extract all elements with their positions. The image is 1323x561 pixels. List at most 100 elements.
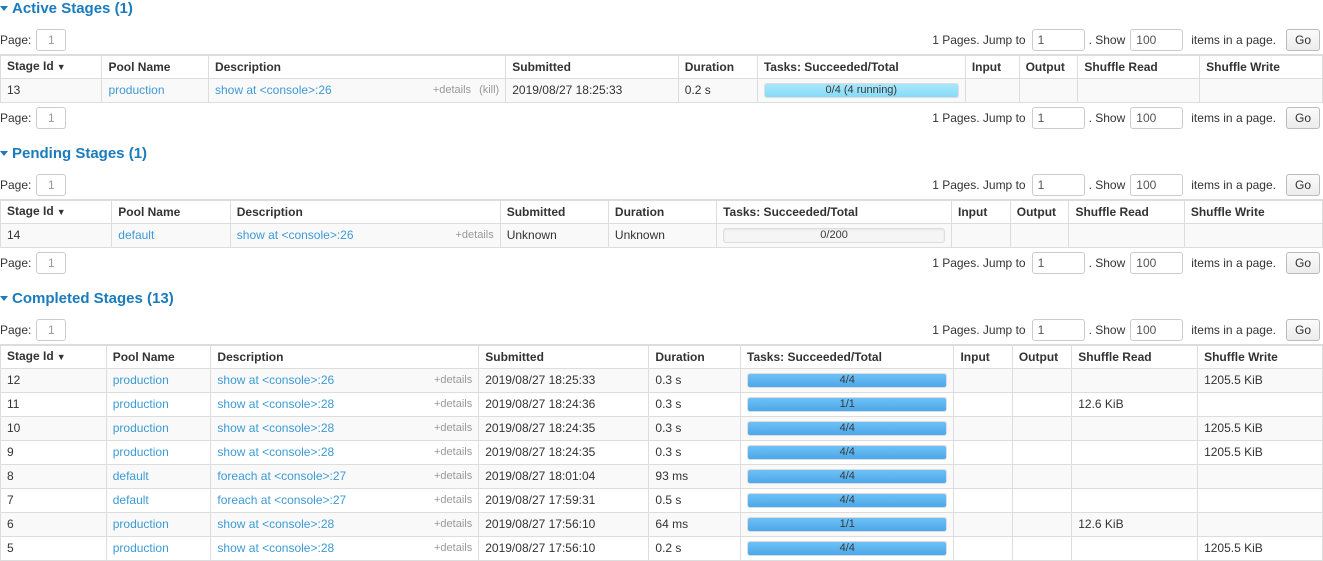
stage-description-link[interactable]: show at <console>:26 [214,83,332,97]
column-header-description[interactable]: Description [207,54,507,79]
section-header-completed[interactable]: Completed Stages (13) [0,290,1323,307]
column-header-pool-name[interactable]: Pool Name [111,199,231,224]
column-header-output[interactable]: Output [1011,344,1073,369]
column-header-duration[interactable]: Duration [648,344,741,369]
details-toggle[interactable]: +details [455,229,494,241]
details-toggle[interactable]: +details [434,374,473,386]
column-header-output[interactable]: Output [1018,54,1079,79]
go-button[interactable]: Go [1285,173,1320,196]
pool-link[interactable]: production [112,541,169,555]
column-header-stage-id[interactable]: Stage Id ▼ [0,199,113,224]
column-header-description[interactable]: Description [210,344,480,369]
column-header-duration[interactable]: Duration [677,54,758,79]
pagination-left: Page: [0,103,67,132]
details-toggle[interactable]: +details [434,494,473,506]
cell-description: show at <console>:28 +details [210,416,480,441]
stage-description-link[interactable]: show at <console>:28 [217,541,335,555]
stage-description-link[interactable]: foreach at <console>:27 [217,469,347,483]
pool-link[interactable]: production [112,421,169,435]
pool-link[interactable]: production [112,517,169,531]
page-input[interactable] [36,251,67,274]
stage-description-link[interactable]: show at <console>:28 [217,421,335,435]
pagination-left: Page: [0,170,67,199]
column-header-output[interactable]: Output [1009,199,1070,224]
column-header-tasks-succeeded-total[interactable]: Tasks: Succeeded/Total [739,344,955,369]
cell-pool-name: production [105,416,212,441]
column-header-stage-id[interactable]: Stage Id ▼ [0,344,107,369]
pool-link[interactable]: production [112,445,169,459]
page-input[interactable] [36,318,67,341]
section-header-pending[interactable]: Pending Stages (1) [0,145,1323,162]
items-per-page-label: items in a page. [1191,110,1276,125]
go-button[interactable]: Go [1285,251,1320,274]
page-input[interactable] [36,173,67,196]
page-size-input[interactable] [1130,28,1184,51]
jump-to-input[interactable] [1031,251,1085,274]
jump-to-input[interactable] [1031,173,1085,196]
pool-link[interactable]: default [112,493,149,507]
pool-link[interactable]: default [112,469,149,483]
go-button[interactable]: Go [1285,318,1320,341]
pagination-bar-active-top: Page: 1 Pages. Jump to . Show items in a pa… [0,25,1323,54]
go-button[interactable]: Go [1285,28,1320,51]
section-header-active[interactable]: Active Stages (1) [0,0,1323,17]
cell-shuffle-write [1197,488,1323,513]
column-header-input[interactable]: Input [964,54,1020,79]
pagination-bar-completed-top: Page: 1 Pages. Jump to . Show items in a pa… [0,315,1323,344]
details-toggle[interactable]: +details [434,470,473,482]
cell-duration: 0.3 s [648,416,741,441]
go-button[interactable]: Go [1285,106,1320,129]
stage-description-link[interactable]: show at <console>:28 [217,517,335,531]
column-header-pool-name[interactable]: Pool Name [101,54,209,79]
column-header-tasks-succeeded-total[interactable]: Tasks: Succeeded/Total [756,54,966,79]
show-label: . Show [1088,255,1126,270]
column-header-input[interactable]: Input [953,344,1013,369]
column-header-description[interactable]: Description [229,199,501,224]
cell-tasks: 4/4 [739,440,955,465]
stage-description-link[interactable]: show at <console>:28 [217,397,335,411]
details-toggle[interactable]: +details [434,422,473,434]
stage-description-link[interactable]: show at <console>:28 [217,445,335,459]
pool-link[interactable]: production [112,373,169,387]
column-header-stage-id[interactable]: Stage Id ▼ [0,54,103,79]
details-toggle[interactable]: +details [434,518,473,530]
task-progress-fill [748,398,947,411]
column-header-submitted[interactable]: Submitted [505,54,679,79]
task-progress-label: 1/1 [839,398,855,410]
column-header-tasks-succeeded-total[interactable]: Tasks: Succeeded/Total [716,199,953,224]
pool-link[interactable]: production [112,397,169,411]
column-header-shuffle-read[interactable]: Shuffle Read [1077,54,1201,79]
column-header-submitted[interactable]: Submitted [499,199,609,224]
kill-link[interactable]: (kill) [479,84,500,96]
column-header-shuffle-write[interactable]: Shuffle Write [1199,54,1323,79]
jump-to-input[interactable] [1031,318,1085,341]
jump-to-input[interactable] [1031,28,1085,51]
column-header-shuffle-read[interactable]: Shuffle Read [1068,199,1185,224]
page-size-input[interactable] [1130,106,1184,129]
page-input[interactable] [36,28,67,51]
cell-shuffle-read: 12.6 KiB [1071,512,1199,537]
details-toggle[interactable]: +details [432,84,472,96]
jump-to-input[interactable] [1031,106,1085,129]
column-header-duration[interactable]: Duration [607,199,718,224]
column-header-input[interactable]: Input [951,199,1011,224]
column-header-shuffle-read[interactable]: Shuffle Read [1071,344,1199,369]
cell-submitted: 2019/08/27 18:01:04 [478,464,650,489]
details-toggle[interactable]: +details [434,542,473,554]
column-header-shuffle-write[interactable]: Shuffle Write [1183,199,1323,224]
details-toggle[interactable]: +details [434,398,473,410]
page-size-input[interactable] [1130,251,1184,274]
stage-description-link[interactable]: show at <console>:26 [236,228,354,242]
column-header-shuffle-write[interactable]: Shuffle Write [1197,344,1323,369]
column-header-submitted[interactable]: Submitted [478,344,650,369]
details-toggle[interactable]: +details [434,446,473,458]
stage-description-link[interactable]: foreach at <console>:27 [217,493,347,507]
page-input[interactable] [36,106,67,129]
stage-description-link[interactable]: show at <console>:26 [217,373,335,387]
cell-submitted: 2019/08/27 18:25:33 [505,78,679,103]
pool-link[interactable]: default [118,228,155,242]
column-header-pool-name[interactable]: Pool Name [105,344,212,369]
page-size-input[interactable] [1130,173,1184,196]
page-size-input[interactable] [1130,318,1184,341]
pool-link[interactable]: production [108,83,165,97]
